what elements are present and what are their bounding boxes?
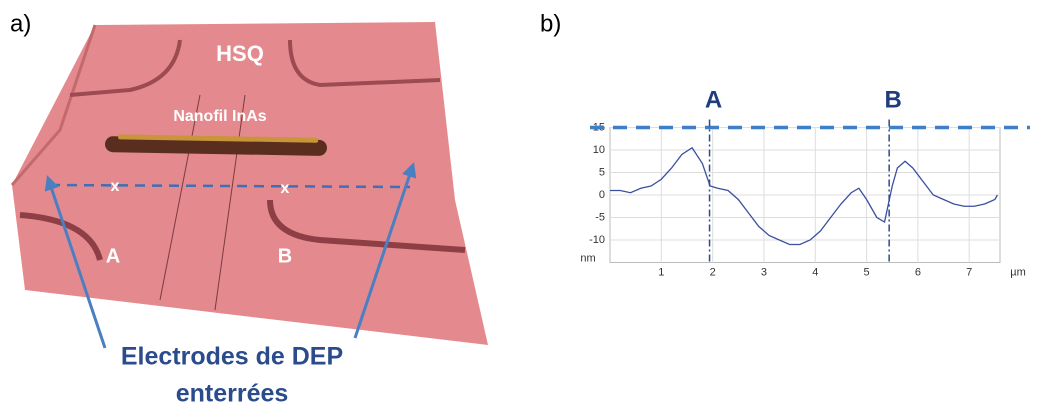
- y-tick-label: -5: [595, 211, 605, 223]
- profile-mark: x: [111, 178, 120, 195]
- nanowire-highlight: [118, 134, 319, 143]
- electrode-label: B: [278, 245, 292, 267]
- x-tick-label: 5: [864, 266, 870, 278]
- y-tick-label: 10: [593, 144, 605, 156]
- x-tick-label: 6: [915, 266, 921, 278]
- profile-line: [49, 183, 411, 189]
- marker-label: B: [884, 86, 901, 113]
- x-tick-label: 4: [812, 266, 818, 278]
- ridge: [10, 24, 97, 186]
- afm-surface: [12, 22, 488, 345]
- y-tick-label: 5: [599, 166, 605, 178]
- nanowire-label: Nanofil InAs: [173, 108, 266, 125]
- profile-line: [610, 146, 998, 246]
- panel-label: a): [10, 10, 31, 37]
- scratch: [159, 94, 201, 301]
- x-tick-label: 1: [658, 266, 664, 278]
- y-tick-label: -10: [589, 234, 605, 246]
- scratch: [214, 94, 246, 311]
- marker-label: A: [705, 86, 722, 113]
- panel-label: b): [540, 10, 561, 37]
- arrow: [44, 175, 107, 349]
- electrode-edge: [19, 212, 103, 261]
- electrode-edge: [267, 199, 466, 253]
- caption: Electrodes de DEP: [121, 343, 343, 371]
- x-tick-label: 7: [966, 266, 972, 278]
- caption: enterrées: [176, 380, 289, 408]
- x-tick-label: 2: [710, 266, 716, 278]
- y-tick-label: 0: [599, 189, 605, 201]
- x-unit: µm: [1010, 266, 1026, 278]
- arrow: [353, 162, 417, 339]
- electrode-label: A: [106, 245, 120, 267]
- region-label: HSQ: [216, 41, 264, 66]
- x-tick-label: 3: [761, 266, 767, 278]
- ridge: [69, 39, 182, 97]
- y-unit: nm: [580, 252, 595, 264]
- ridge: [288, 39, 441, 88]
- profile-mark: x: [281, 180, 290, 197]
